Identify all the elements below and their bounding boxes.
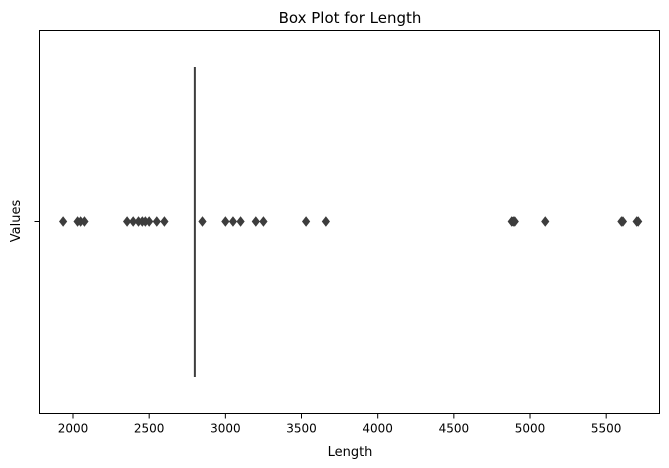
x-tick-label: 2500 xyxy=(134,422,165,436)
outlier-point xyxy=(221,216,230,227)
outlier-point xyxy=(634,216,643,227)
x-axis-label: Length xyxy=(328,445,373,460)
outlier-point xyxy=(301,216,311,227)
x-tick-label: 3000 xyxy=(210,422,241,436)
outlier-point xyxy=(321,216,330,227)
outlier-point xyxy=(228,216,238,227)
plot-area-frame xyxy=(39,30,660,414)
x-tick-label: 3500 xyxy=(286,422,317,436)
x-tick-label: 4500 xyxy=(439,422,470,436)
outlier-point xyxy=(59,216,68,227)
outlier-point xyxy=(145,216,154,227)
outlier-point xyxy=(122,216,132,227)
x-tick-label: 2000 xyxy=(58,422,89,436)
y-axis-label: Values xyxy=(9,200,24,243)
outlier-point xyxy=(251,216,260,227)
outlier-point xyxy=(618,216,628,227)
outlier-point xyxy=(198,216,207,227)
x-tick-label: 4000 xyxy=(362,422,393,436)
outlier-point xyxy=(129,216,138,227)
outlier-point xyxy=(80,216,89,227)
x-tick-label: 5000 xyxy=(515,422,546,436)
outlier-point xyxy=(160,216,169,227)
outlier-point xyxy=(259,216,268,227)
outlier-point xyxy=(152,216,161,227)
outlier-point xyxy=(236,216,245,227)
x-tick-label: 5500 xyxy=(591,422,622,436)
outlier-point xyxy=(510,216,519,227)
chart-title: Box Plot for Length xyxy=(279,9,422,27)
outlier-point xyxy=(541,216,550,227)
